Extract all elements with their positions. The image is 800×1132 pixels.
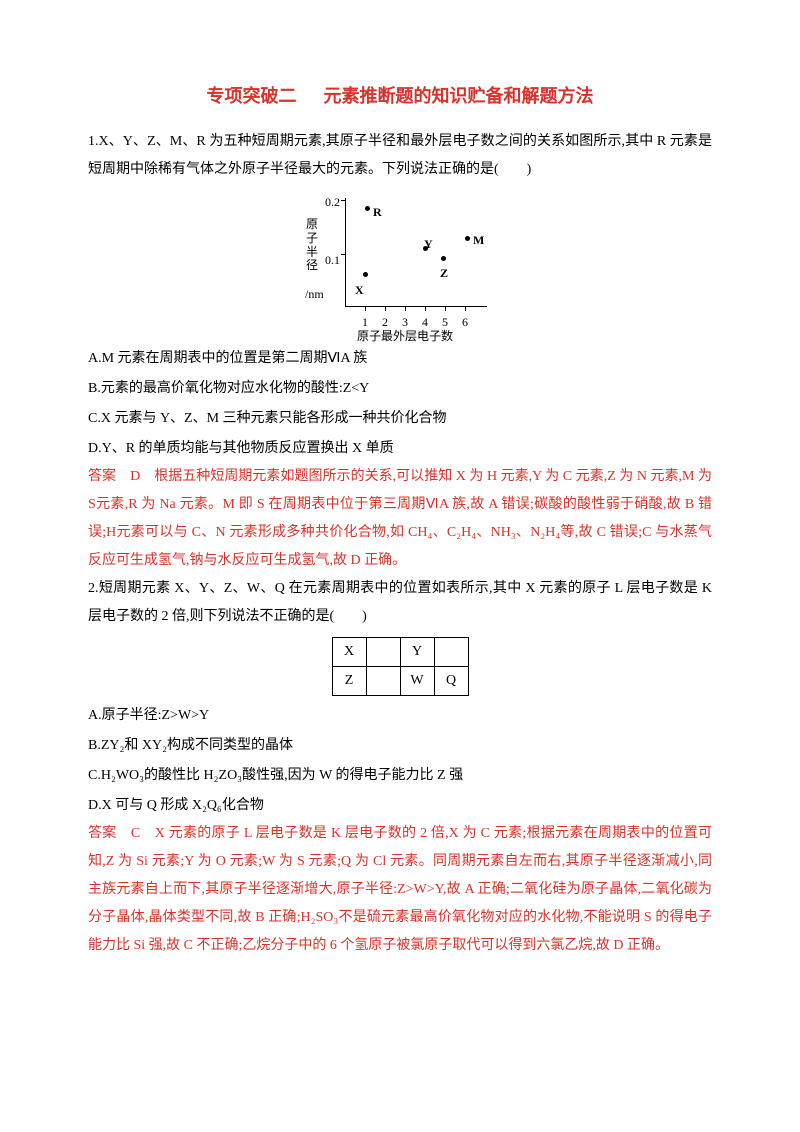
ytick-02: 0.2: [325, 190, 340, 214]
scatter-chart: 0.2 0.1 原子半径 /nm 1 2 3 4 5 6 原子最外层电子数 R …: [88, 188, 712, 339]
y-axis-unit: /nm: [305, 282, 324, 306]
q2-table: X Y Z W Q: [88, 637, 712, 696]
q2-optC: C.H₂WO₃的酸性比 H₂ZO₃酸性强,因为 W 的得电子能力比 Z 强: [88, 762, 712, 790]
label-R: R: [373, 200, 382, 224]
q1-optC: C.X 元素与 Y、Z、M 三种元素只能各形成一种共价化合物: [88, 405, 712, 433]
q2-stem: 2.短周期元素 X、Y、Z、W、Q 在元素周期表中的位置如表所示,其中 X 元素…: [88, 575, 712, 631]
q2-answer: 答案 C X 元素的原子 L 层电子数是 K 层电子数的 2 倍,X 为 C 元…: [88, 820, 712, 960]
point-X: [363, 272, 368, 277]
title-part1: 专项突破二: [207, 86, 297, 106]
ytick-01: 0.1: [325, 248, 340, 272]
q2-optB: B.ZY₂和 XY₂构成不同类型的晶体: [88, 732, 712, 760]
page-title: 专项突破二 元素推断题的知识贮备和解题方法: [88, 78, 712, 114]
y-axis: [345, 198, 346, 306]
label-Z: Z: [440, 261, 448, 285]
point-R: [365, 206, 370, 211]
cell: Q: [434, 667, 468, 696]
cell: Y: [400, 638, 434, 667]
q2-optD: D.X 可与 Q 形成 X₂Q₆化合物: [88, 792, 712, 820]
cell: W: [400, 667, 434, 696]
xlab-6: 6: [462, 310, 468, 334]
q1-stem: 1.X、Y、Z、M、R 为五种短周期元素,其原子半径和最外层电子数之间的关系如图…: [88, 128, 712, 184]
x-axis-label: 原子最外层电子数: [357, 324, 453, 348]
ytick-mark-02: [341, 200, 346, 201]
table-row: Z W Q: [332, 667, 468, 696]
q1-optB: B.元素的最高价氧化物对应水化物的酸性:Z<Y: [88, 375, 712, 403]
q2-optA: A.原子半径:Z>W>Y: [88, 702, 712, 730]
cell: [366, 638, 400, 667]
label-Y: Y: [424, 232, 433, 256]
point-M: [465, 236, 470, 241]
q1-optD: D.Y、R 的单质均能与其他物质反应置换出 X 单质: [88, 435, 712, 463]
label-M: M: [473, 228, 484, 252]
table-row: X Y: [332, 638, 468, 667]
q1-answer: 答案 D 根据五种短周期元素如题图所示的关系,可以推知 X 为 H 元素,Y 为…: [88, 463, 712, 575]
cell: [434, 638, 468, 667]
cell: [366, 667, 400, 696]
y-axis-label: 原子半径: [305, 218, 319, 273]
cell: Z: [332, 667, 366, 696]
ytick-mark-01: [341, 254, 346, 255]
title-part2: 元素推断题的知识贮备和解题方法: [324, 86, 594, 106]
q1-optA: A.M 元素在周期表中的位置是第二周期ⅥA 族: [88, 345, 712, 373]
cell: X: [332, 638, 366, 667]
label-X: X: [355, 278, 364, 302]
